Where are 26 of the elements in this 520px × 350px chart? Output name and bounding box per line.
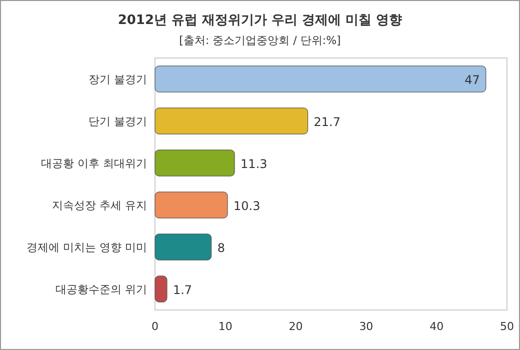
data-label: 11.3 xyxy=(240,157,268,171)
bar xyxy=(154,66,486,92)
data-label: 8 xyxy=(217,241,225,255)
bar xyxy=(154,234,212,260)
chart-subtitle: [출처: 중소기업중앙회 / 단위:%] xyxy=(179,34,341,47)
x-tick-label: 10 xyxy=(218,320,232,333)
x-tick-label: 50 xyxy=(500,320,514,333)
bar xyxy=(154,192,228,218)
data-label: 10.3 xyxy=(234,199,260,213)
chart-title: 2012년 유럽 재정위기가 우리 경제에 미칠 영향 xyxy=(118,13,402,28)
data-label: 47 xyxy=(464,73,480,87)
bar xyxy=(154,108,308,134)
bar xyxy=(154,276,168,302)
y-tick-label: 단기 불경기 xyxy=(88,115,147,128)
x-tick-label: 0 xyxy=(152,320,158,333)
y-tick-label: 대공황수준의 위기 xyxy=(56,283,147,296)
data-label: 1.7 xyxy=(172,283,192,297)
x-tick-label: 20 xyxy=(288,320,303,333)
x-tick-label: 30 xyxy=(359,320,374,333)
y-tick-label: 지속성장 추세 유지 xyxy=(52,199,147,212)
y-tick-label: 대공황 이후 최대위기 xyxy=(41,157,147,170)
bar xyxy=(154,150,235,176)
y-tick-label: 경제에 미치는 영향 미미 xyxy=(26,241,147,254)
y-tick-label: 장기 불경기 xyxy=(88,73,147,86)
data-label: 21.7 xyxy=(314,115,340,129)
x-tick-label: 40 xyxy=(430,320,444,333)
